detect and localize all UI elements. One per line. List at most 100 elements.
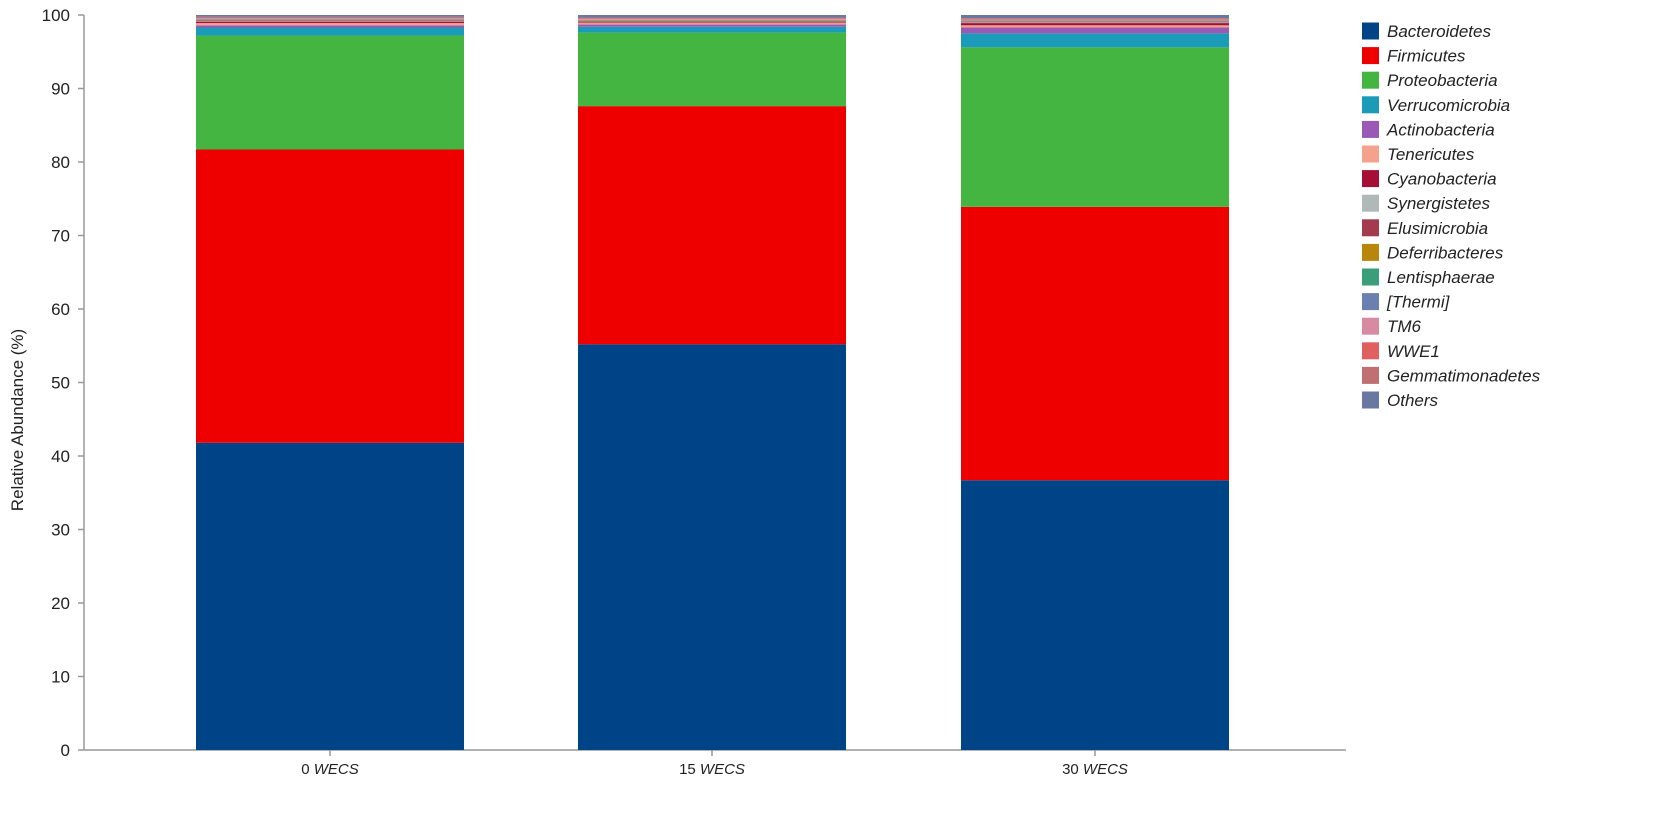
- legend-item: [Thermi]: [1362, 293, 1451, 312]
- y-tick-label: 90: [51, 80, 70, 99]
- legend-item: TM6: [1362, 317, 1422, 336]
- bar-segment: [961, 25, 1229, 28]
- bar-segment: [961, 19, 1229, 21]
- x-tick-label: 15 WECS: [679, 761, 745, 778]
- legend-item: Verrucomicrobia: [1362, 96, 1510, 115]
- legend-item: Deferribacteres: [1362, 243, 1504, 262]
- legend-label: WWE1: [1387, 342, 1440, 361]
- bar-segment: [961, 47, 1229, 207]
- bar-segment: [578, 19, 846, 20]
- legend-swatch: [1362, 71, 1379, 89]
- x-tick-label-number: 15: [679, 761, 700, 778]
- legend-item: Others: [1362, 391, 1439, 410]
- bar-segment: [578, 344, 846, 750]
- legend-label: Synergistetes: [1387, 194, 1490, 213]
- bar-segment: [578, 17, 846, 19]
- bar-stack: [196, 15, 464, 750]
- bar-segment: [196, 18, 464, 20]
- legend-swatch: [1362, 194, 1379, 212]
- legend-item: Firmicutes: [1362, 47, 1466, 66]
- legend-label: [Thermi]: [1386, 293, 1451, 312]
- bar-segment: [196, 20, 464, 21]
- legend-label: Lentisphaerae: [1387, 268, 1495, 287]
- legend-label: Verrucomicrobia: [1387, 96, 1510, 115]
- y-tick-label: 50: [51, 374, 70, 393]
- bar-segment: [196, 20, 464, 22]
- legend-label: Others: [1387, 391, 1439, 410]
- legend-item: Elusimicrobia: [1362, 219, 1488, 238]
- y-tick-label: 80: [51, 153, 70, 172]
- bar-segment: [578, 23, 846, 25]
- bar-segment: [961, 33, 1229, 48]
- x-axis: 0 WECS 15 WECS 30 WECS: [84, 749, 1346, 778]
- legend-swatch: [1362, 22, 1379, 40]
- legend-swatch: [1362, 317, 1379, 335]
- bar-segment: [196, 35, 464, 150]
- bar-stack: [578, 15, 846, 750]
- legend-label: Elusimicrobia: [1387, 219, 1488, 238]
- bar-segment: [196, 21, 464, 24]
- bar-segment: [196, 16, 464, 18]
- y-tick-label: 0: [61, 741, 70, 760]
- legend-item: Actinobacteria: [1362, 120, 1495, 139]
- legend-swatch: [1362, 145, 1379, 163]
- bar-segment: [196, 25, 464, 28]
- bar-segment: [961, 21, 1229, 23]
- bar-segment: [196, 17, 464, 19]
- legend-label: Proteobacteria: [1387, 71, 1498, 90]
- bar-segment: [578, 32, 846, 107]
- bar-segment: [961, 19, 1229, 20]
- bar-segment: [578, 106, 846, 345]
- x-tick-label: 0 WECS: [301, 761, 359, 778]
- x-tick-label-unit: WECS: [700, 761, 745, 778]
- legend-label: Actinobacteria: [1386, 120, 1495, 139]
- y-axis: 0 10 20 30 40 50 60 70 80 90 100: [42, 6, 85, 760]
- legend-swatch: [1362, 47, 1379, 65]
- legend-swatch: [1362, 243, 1379, 261]
- legend-label: Tenericutes: [1387, 145, 1475, 164]
- bar-segment: [578, 24, 846, 27]
- bar-segment: [578, 15, 846, 18]
- y-axis-label: Relative Abundance (%): [8, 329, 27, 511]
- bar-segment: [578, 20, 846, 22]
- legend-swatch: [1362, 366, 1379, 384]
- y-tick-label: 10: [51, 668, 70, 687]
- bar-segment: [961, 27, 1229, 34]
- legend-label: Deferribacteres: [1387, 243, 1504, 262]
- bar-segment: [196, 149, 464, 443]
- bar-segment: [196, 27, 464, 36]
- legend-item: Lentisphaerae: [1362, 268, 1495, 287]
- legend-swatch: [1362, 342, 1379, 360]
- legend-label: Firmicutes: [1387, 47, 1466, 66]
- legend-swatch: [1362, 293, 1379, 311]
- legend-item: Cyanobacteria: [1362, 170, 1497, 189]
- legend-label: Cyanobacteria: [1387, 170, 1497, 189]
- bar-segment: [578, 21, 846, 23]
- x-tick-label-unit: WECS: [314, 761, 359, 778]
- bar-segment: [961, 15, 1229, 19]
- bar-segment: [961, 23, 1229, 26]
- legend-swatch: [1362, 391, 1379, 409]
- bar-segment: [961, 480, 1229, 750]
- bars-group: [196, 15, 1229, 750]
- legend-label: Bacteroidetes: [1387, 22, 1491, 41]
- legend-label: TM6: [1387, 317, 1422, 336]
- x-tick-label: 30 WECS: [1062, 761, 1128, 778]
- bar-segment: [196, 15, 464, 17]
- legend-item: Proteobacteria: [1362, 71, 1498, 90]
- y-tick-label: 40: [51, 447, 70, 466]
- legend-swatch: [1362, 170, 1379, 188]
- legend-swatch: [1362, 120, 1379, 138]
- bar-segment: [196, 23, 464, 26]
- bar-segment: [961, 22, 1229, 24]
- legend: Bacteroidetes Firmicutes Proteobacteria Ver…: [1362, 22, 1541, 410]
- legend-item: Gemmatimonadetes: [1362, 366, 1541, 385]
- bar-stack: [961, 15, 1229, 750]
- y-tick-label: 100: [42, 6, 70, 25]
- bar-segment: [196, 442, 464, 750]
- x-tick-label-unit: WECS: [1083, 761, 1128, 778]
- y-tick-label: 60: [51, 300, 70, 319]
- y-tick-label: 20: [51, 594, 70, 613]
- legend-label: Gemmatimonadetes: [1387, 366, 1541, 385]
